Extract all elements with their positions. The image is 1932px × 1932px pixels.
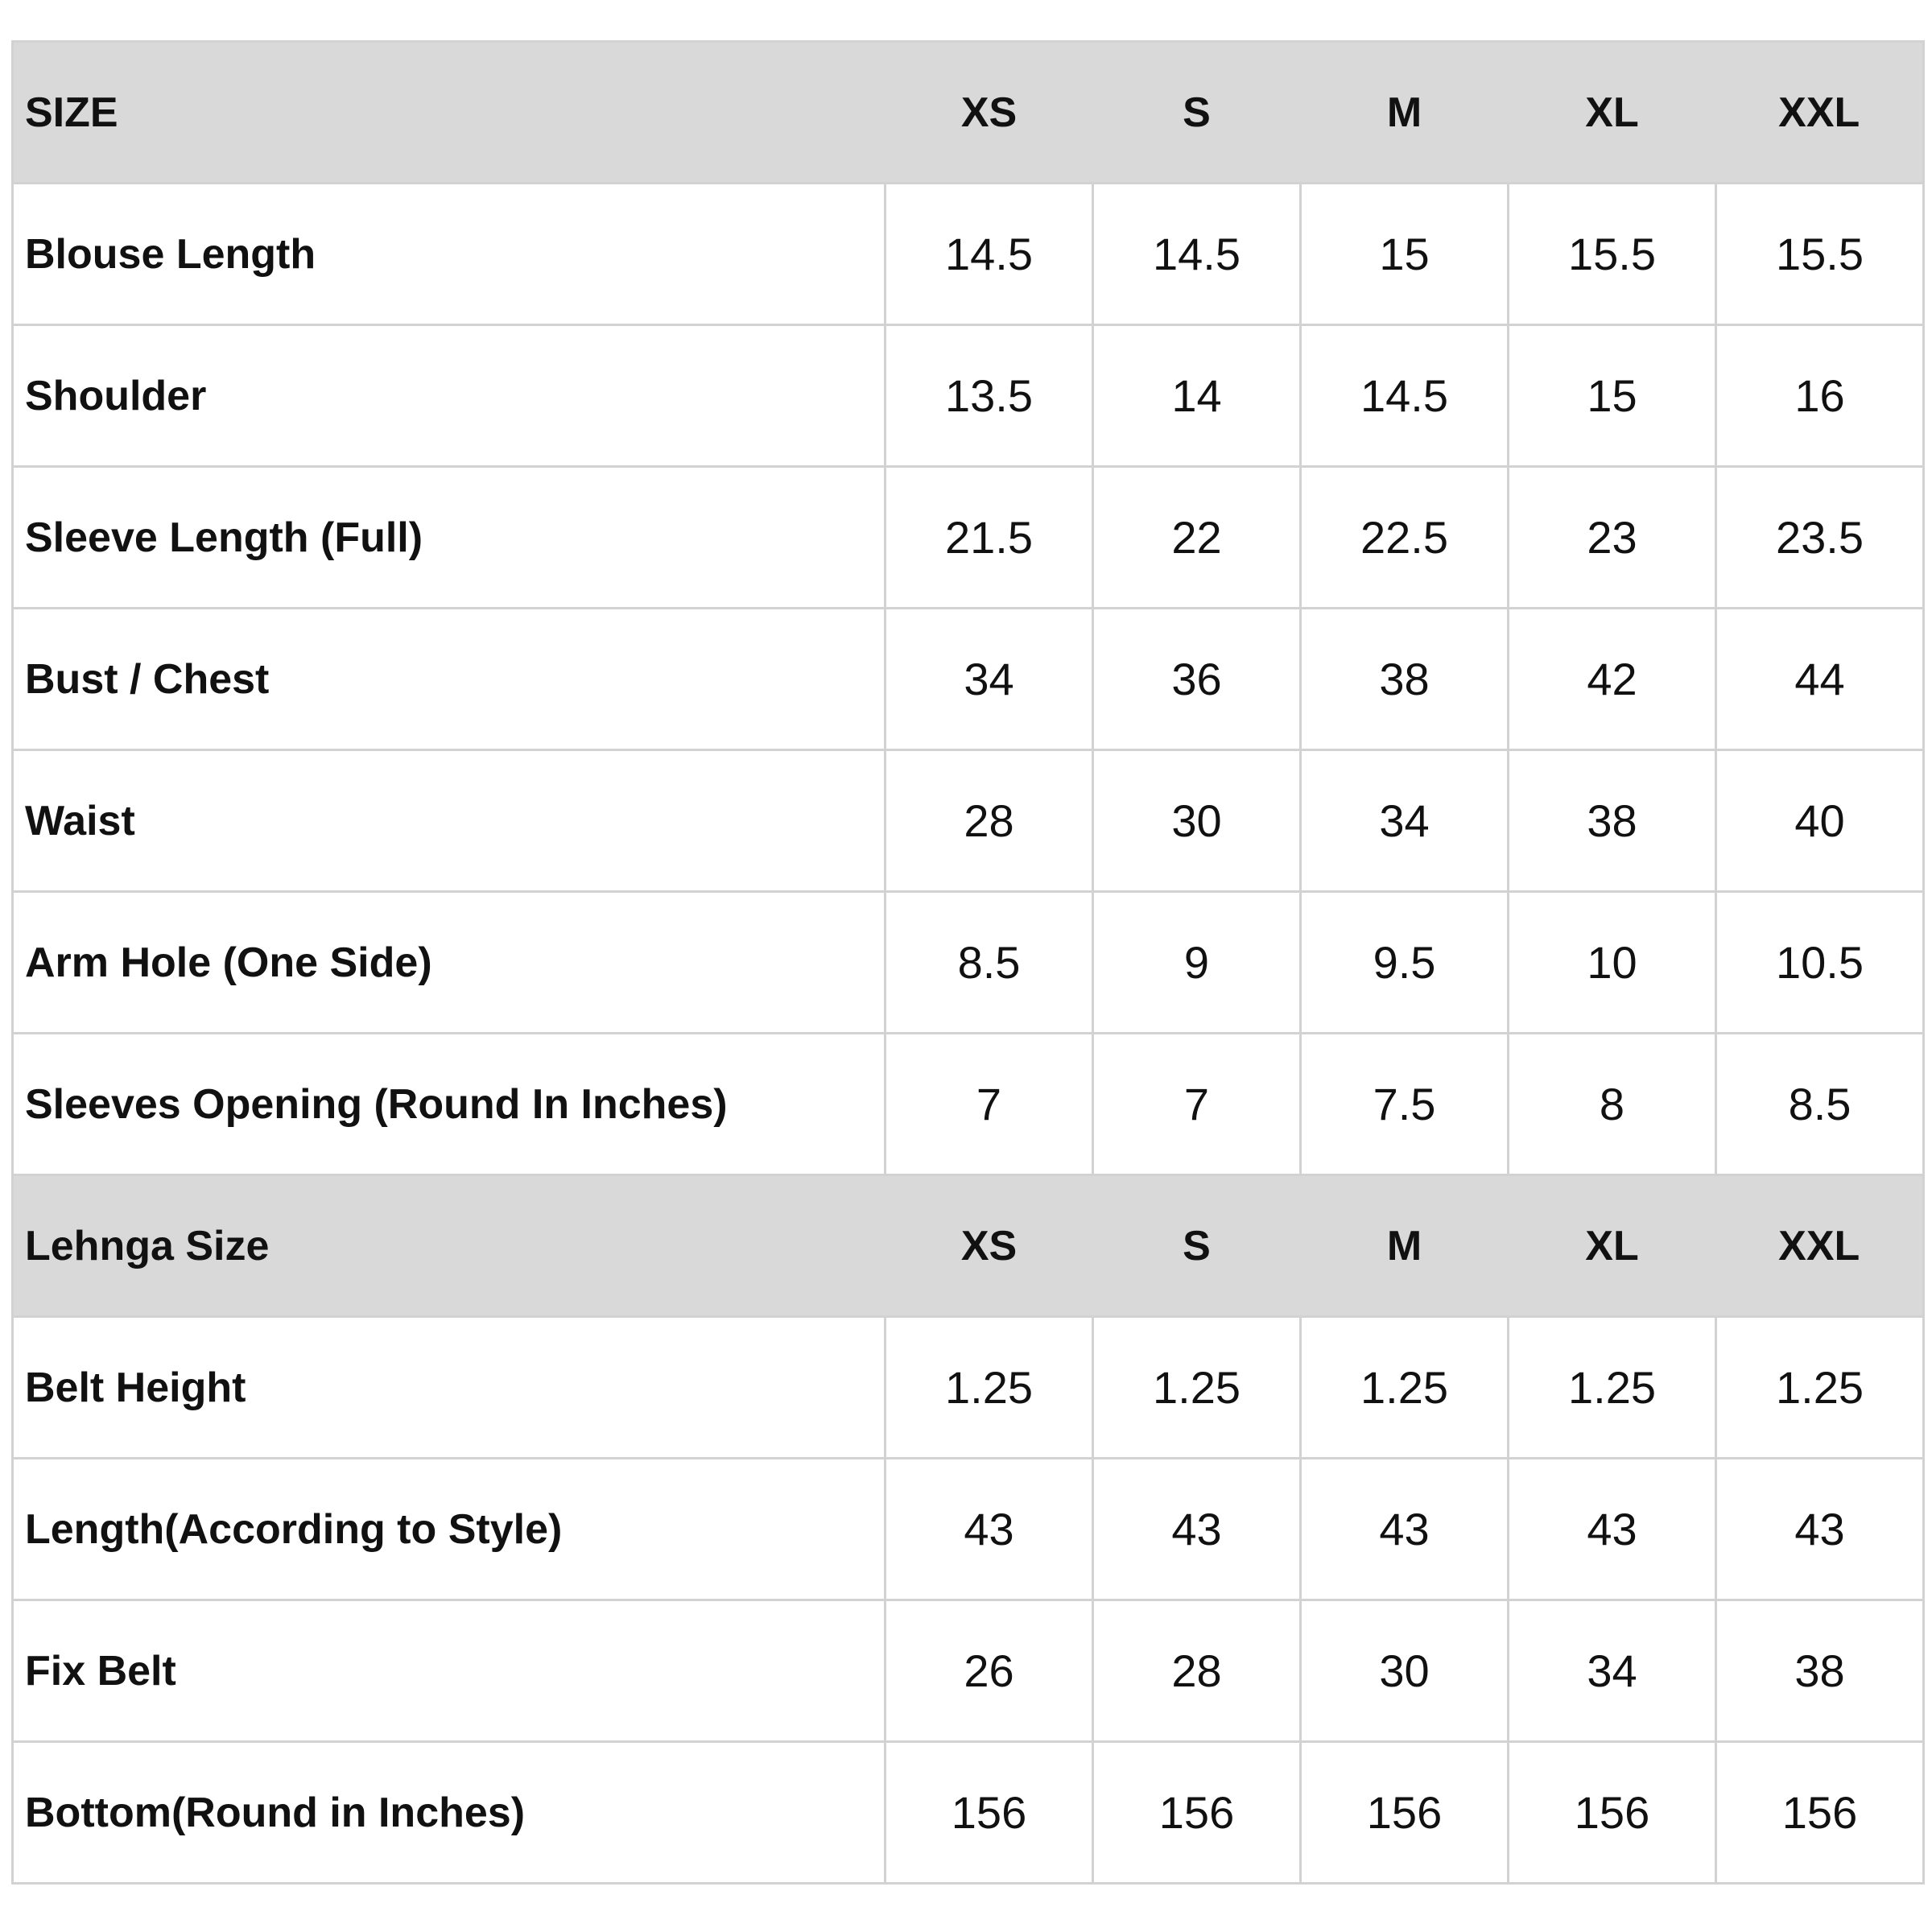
size-column-header-s: S [1092,41,1301,184]
measurement-value: 14.5 [1092,182,1302,326]
size-column-header-xxl: XXL [1715,41,1924,184]
size-column-header-m: M [1300,41,1509,184]
measurement-row-sleeve-length: Sleeve Length (Full) 21.5 22 22.5 23 23.… [11,465,1925,609]
measurement-value: 38 [1507,749,1717,893]
measurement-value: 1.25 [1507,1315,1717,1459]
measurement-label: Fix Belt [11,1599,886,1743]
measurement-row-length-style: Length(According to Style) 43 43 43 43 4… [11,1457,1925,1601]
measurement-row-bottom-round: Bottom(Round in Inches) 156 156 156 156 … [11,1740,1925,1885]
measurement-value: 22 [1092,465,1302,609]
measurement-value: 10 [1507,890,1717,1034]
size-chart: SIZE XS S M XL XXL Blouse Length 14.5 14… [11,40,1925,1885]
measurement-value: 14.5 [884,182,1094,326]
measurement-value: 1.25 [884,1315,1094,1459]
measurement-label: Bust / Chest [11,607,886,751]
measurement-value: 1.25 [1715,1315,1925,1459]
measurement-value: 8.5 [884,890,1094,1034]
measurement-value: 14.5 [1299,324,1509,468]
size-column-header-xl: XL [1508,1174,1716,1317]
section-header-label: SIZE [12,41,886,184]
measurement-label: Sleeve Length (Full) [11,465,886,609]
measurement-label: Waist [11,749,886,893]
size-column-header-xs: XS [885,1174,1093,1317]
measurement-value: 22.5 [1299,465,1509,609]
measurement-value: 16 [1715,324,1925,468]
measurement-label: Length(According to Style) [11,1457,886,1601]
measurement-value: 8.5 [1715,1032,1925,1176]
section-header-row-size: SIZE XS S M XL XXL [12,41,1924,184]
measurement-value: 44 [1715,607,1925,751]
measurement-value: 43 [1715,1457,1925,1601]
measurement-label: Shoulder [11,324,886,468]
measurement-value: 15.5 [1715,182,1925,326]
measurement-value: 42 [1507,607,1717,751]
measurement-row-bust-chest: Bust / Chest 34 36 38 42 44 [11,607,1925,751]
measurement-value: 1.25 [1299,1315,1509,1459]
measurement-label: Bottom(Round in Inches) [11,1740,886,1885]
measurement-value: 15 [1507,324,1717,468]
measurement-value: 13.5 [884,324,1094,468]
measurement-row-blouse-length: Blouse Length 14.5 14.5 15 15.5 15.5 [11,182,1925,326]
measurement-row-fix-belt: Fix Belt 26 28 30 34 38 [11,1599,1925,1743]
size-column-header-m: M [1300,1174,1509,1317]
measurement-value: 34 [1299,749,1509,893]
section-header-row-lehnga: Lehnga Size XS S M XL XXL [12,1174,1924,1317]
measurement-value: 156 [1715,1740,1925,1885]
measurement-value: 23 [1507,465,1717,609]
measurement-value: 36 [1092,607,1302,751]
measurement-row-arm-hole: Arm Hole (One Side) 8.5 9 9.5 10 10.5 [11,890,1925,1034]
measurement-value: 26 [884,1599,1094,1743]
measurement-value: 43 [1092,1457,1302,1601]
size-column-header-xl: XL [1508,41,1716,184]
size-column-header-s: S [1092,1174,1301,1317]
measurement-value: 28 [1092,1599,1302,1743]
measurement-value: 28 [884,749,1094,893]
measurement-value: 1.25 [1092,1315,1302,1459]
measurement-value: 7.5 [1299,1032,1509,1176]
measurement-value: 43 [1299,1457,1509,1601]
measurement-value: 38 [1715,1599,1925,1743]
measurement-value: 7 [1092,1032,1302,1176]
measurement-value: 7 [884,1032,1094,1176]
measurement-value: 21.5 [884,465,1094,609]
measurement-value: 30 [1299,1599,1509,1743]
measurement-label: Belt Height [11,1315,886,1459]
size-column-header-xxl: XXL [1715,1174,1924,1317]
measurement-label: Blouse Length [11,182,886,326]
measurement-value: 30 [1092,749,1302,893]
measurement-value: 15.5 [1507,182,1717,326]
measurement-value: 15 [1299,182,1509,326]
size-chart-table: SIZE XS S M XL XXL Blouse Length 14.5 14… [11,40,1925,1885]
section-header-label: Lehnga Size [12,1174,886,1317]
measurement-row-sleeves-opening: Sleeves Opening (Round In Inches) 7 7 7.… [11,1032,1925,1176]
measurement-value: 10.5 [1715,890,1925,1034]
measurement-value: 34 [884,607,1094,751]
measurement-value: 156 [884,1740,1094,1885]
measurement-label: Sleeves Opening (Round In Inches) [11,1032,886,1176]
measurement-label: Arm Hole (One Side) [11,890,886,1034]
measurement-value: 9 [1092,890,1302,1034]
measurement-value: 34 [1507,1599,1717,1743]
measurement-value: 23.5 [1715,465,1925,609]
measurement-value: 156 [1299,1740,1509,1885]
measurement-value: 156 [1092,1740,1302,1885]
measurement-value: 43 [1507,1457,1717,1601]
measurement-value: 156 [1507,1740,1717,1885]
measurement-value: 43 [884,1457,1094,1601]
size-column-header-xs: XS [885,41,1093,184]
measurement-value: 38 [1299,607,1509,751]
measurement-value: 9.5 [1299,890,1509,1034]
measurement-value: 14 [1092,324,1302,468]
measurement-value: 40 [1715,749,1925,893]
measurement-row-waist: Waist 28 30 34 38 40 [11,749,1925,893]
measurement-value: 8 [1507,1032,1717,1176]
measurement-row-shoulder: Shoulder 13.5 14 14.5 15 16 [11,324,1925,468]
measurement-row-belt-height: Belt Height 1.25 1.25 1.25 1.25 1.25 [11,1315,1925,1459]
